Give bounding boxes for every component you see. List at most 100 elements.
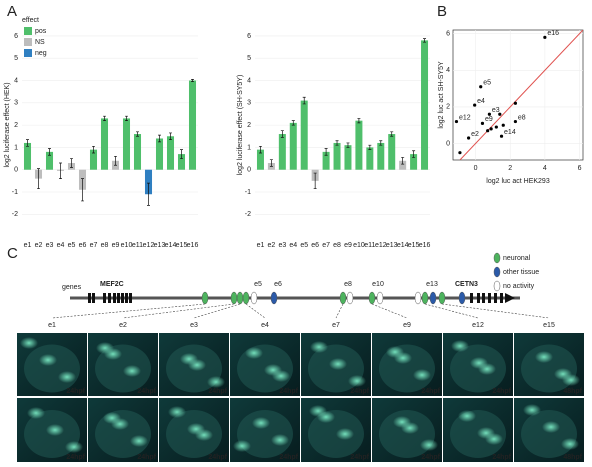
element-oval xyxy=(414,291,422,305)
x-tick-label: e15 xyxy=(176,242,188,249)
fluorescence xyxy=(58,371,76,383)
x-tick-label: 2 xyxy=(508,165,512,172)
image-label: e9 xyxy=(403,322,411,329)
legend-title: effect xyxy=(22,17,39,24)
element-label: e5 xyxy=(254,281,262,288)
fluorescence xyxy=(477,427,495,439)
stage-label: 24hpf xyxy=(279,388,298,395)
embryo-body xyxy=(24,344,80,393)
point xyxy=(489,127,493,131)
y-tick-label: 2 xyxy=(14,122,18,129)
y-tick-label: 5 xyxy=(247,55,251,62)
error-bar xyxy=(180,149,183,159)
x-tick-label: 0 xyxy=(474,165,478,172)
leader-line xyxy=(51,303,206,319)
x-tick-label: e3 xyxy=(46,242,54,249)
element-label: e6 xyxy=(274,281,282,288)
error-bar xyxy=(291,120,295,126)
bar xyxy=(344,145,352,170)
x-tick-label: e1 xyxy=(24,242,32,249)
gene-label: MEF2C xyxy=(100,281,124,288)
legend-swatch xyxy=(24,49,32,57)
genes-label: genes xyxy=(62,284,82,291)
legend-swatch xyxy=(24,38,32,46)
stage-label: 24hpf xyxy=(137,388,156,395)
point-label: e16 xyxy=(547,30,559,37)
y-axis-label: log2 luc act SH-SY5Y xyxy=(438,61,445,129)
exon xyxy=(108,293,111,303)
x-tick-label: e15 xyxy=(408,242,420,249)
fluorescence xyxy=(245,347,263,359)
bar xyxy=(333,142,341,170)
exon xyxy=(103,293,106,303)
y-tick-label: 6 xyxy=(14,33,18,40)
legend-swatch xyxy=(493,252,501,264)
point xyxy=(479,85,483,89)
x-tick-label: e8 xyxy=(101,242,109,249)
y-tick-label: 4 xyxy=(14,77,18,84)
x-tick-label: e3 xyxy=(278,242,286,249)
exon xyxy=(92,293,95,303)
point xyxy=(501,123,505,127)
x-tick-label: e7 xyxy=(322,242,330,249)
y-tick-label: 4 xyxy=(446,67,450,74)
point xyxy=(458,151,462,155)
element-oval xyxy=(270,291,278,305)
y-tick-label: 4 xyxy=(247,77,251,84)
gene-arrow xyxy=(505,293,515,303)
fluorescence xyxy=(264,364,282,376)
stage-label: 24hpf xyxy=(137,454,156,461)
y-tick-label: 0 xyxy=(446,140,450,147)
error-bar xyxy=(390,131,394,137)
fluorescence xyxy=(130,435,148,447)
error-bar xyxy=(147,182,150,206)
point xyxy=(513,101,518,105)
x-tick-label: e5 xyxy=(68,242,76,249)
image-label: e1 xyxy=(48,322,56,329)
exon xyxy=(494,293,497,303)
x-tick-label: e6 xyxy=(79,242,87,249)
fluorescence xyxy=(39,354,57,366)
element-label: e10 xyxy=(372,281,384,288)
x-tick-label: e16 xyxy=(187,242,199,249)
legend-label: neuronal xyxy=(503,255,531,262)
fluorescence xyxy=(458,410,476,422)
legend-swatch xyxy=(24,27,32,35)
fluorescence xyxy=(27,407,45,419)
element-oval xyxy=(236,291,244,305)
bar xyxy=(410,154,418,170)
point-label: e5 xyxy=(483,80,491,87)
x-tick-label: e2 xyxy=(268,242,276,249)
bar xyxy=(100,118,109,170)
error-bar xyxy=(280,130,284,138)
bar xyxy=(300,100,308,170)
bar xyxy=(155,138,164,170)
error-bar xyxy=(81,178,84,202)
element-oval xyxy=(230,291,238,305)
bar xyxy=(377,142,385,170)
exon xyxy=(482,293,485,303)
point xyxy=(499,134,504,138)
element-label: e13 xyxy=(426,281,438,288)
fluorescence xyxy=(65,441,83,453)
plot-frame xyxy=(452,29,584,161)
image-label: e15 xyxy=(543,322,555,329)
exon xyxy=(470,293,473,303)
y-tick-label: 3 xyxy=(14,100,18,107)
exon xyxy=(488,293,491,303)
legend-label: neg xyxy=(35,50,47,57)
bar xyxy=(45,151,54,170)
element-oval xyxy=(438,291,446,305)
fluorescence xyxy=(336,428,354,440)
error-bar xyxy=(346,142,350,148)
error-bar xyxy=(136,131,139,137)
y-tick-label: -2 xyxy=(245,211,251,218)
y-tick-label: 3 xyxy=(247,100,251,107)
element-oval xyxy=(368,291,376,305)
y-tick-label: 1 xyxy=(14,144,18,151)
fluorescence xyxy=(386,346,404,358)
x-tick-label: e4 xyxy=(57,242,65,249)
element-oval xyxy=(250,291,258,305)
fluorescence xyxy=(103,412,121,424)
x-tick-label: e1 xyxy=(257,242,265,249)
